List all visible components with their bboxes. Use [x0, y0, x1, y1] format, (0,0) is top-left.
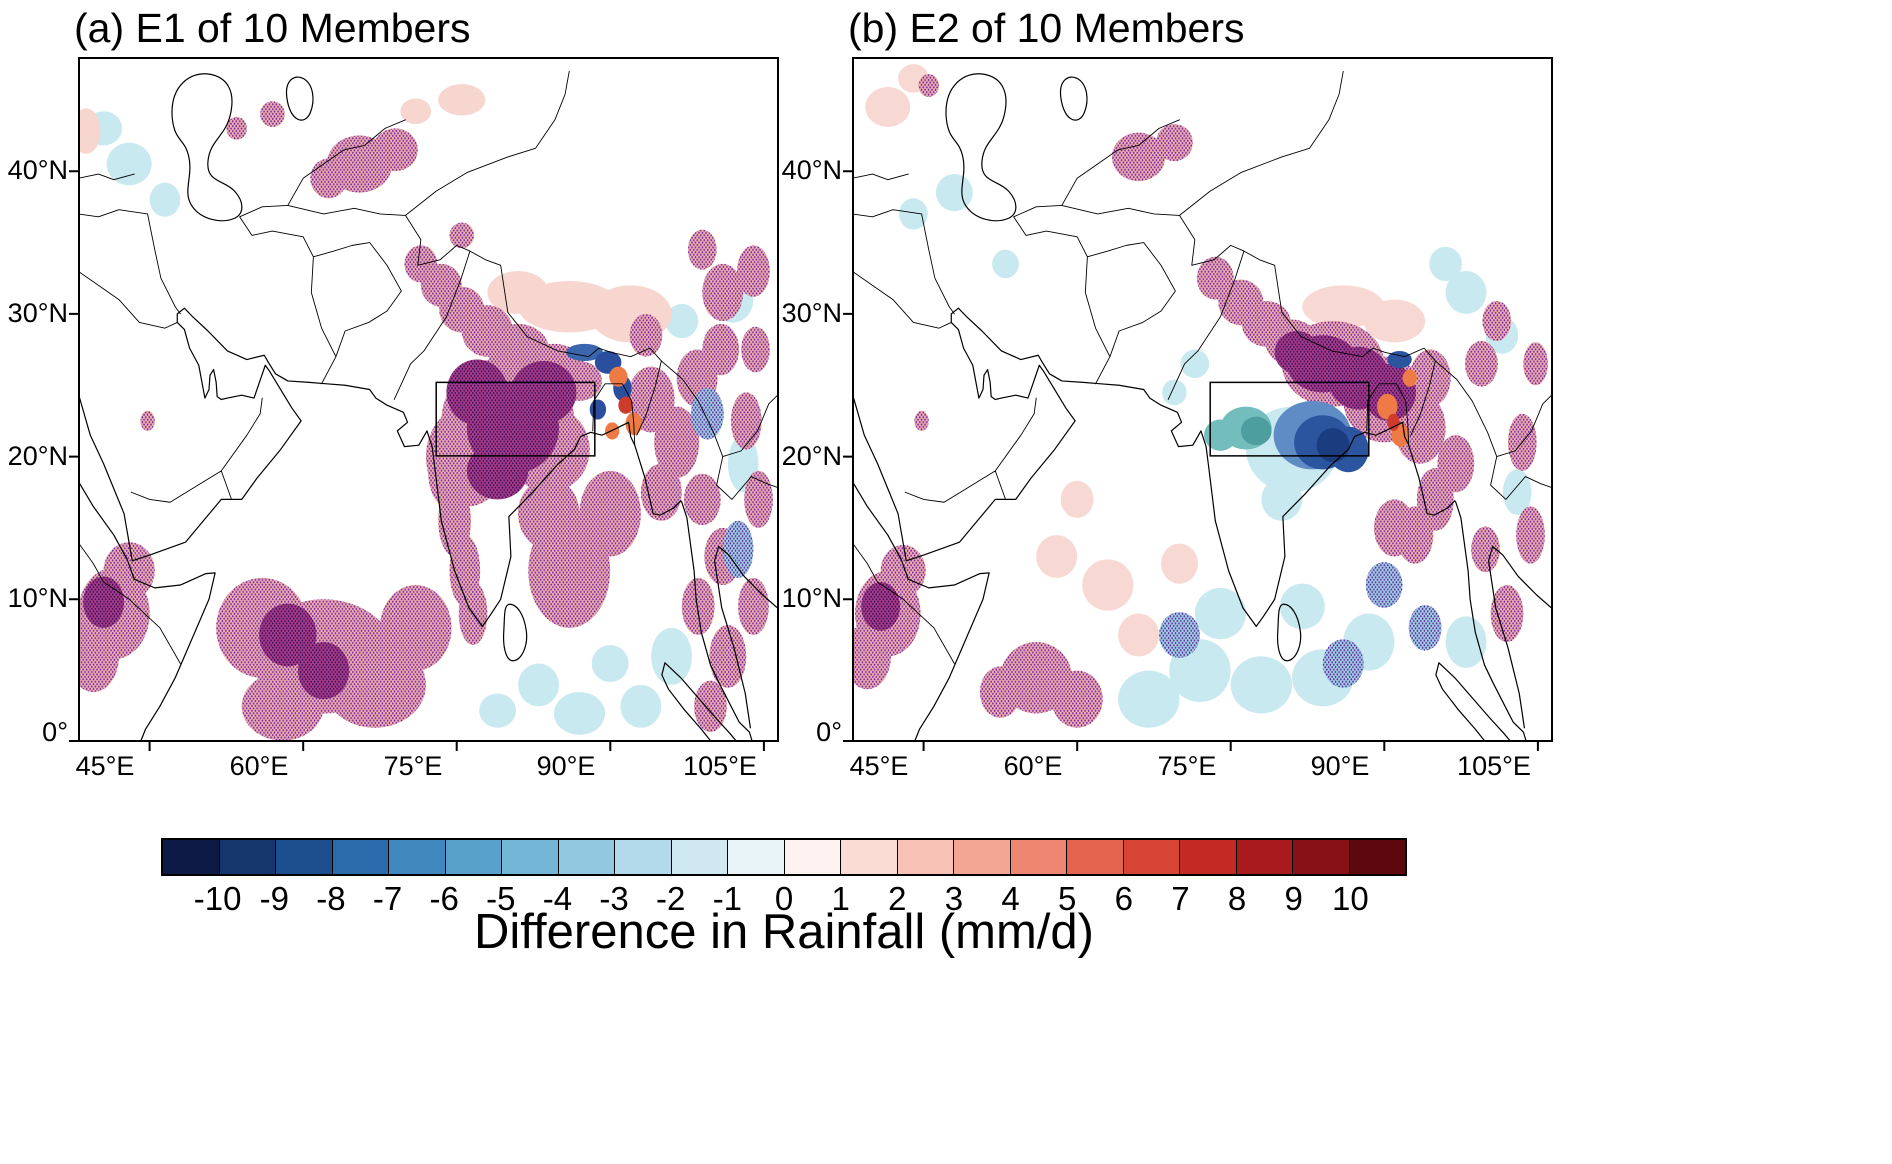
lon-tick-label: 90°E [1310, 751, 1370, 781]
lat-tick-label: 40°N [781, 155, 842, 185]
colorbar-tick-label: 5 [1057, 880, 1077, 917]
colorbar-tick-label: 4 [1001, 880, 1020, 917]
colorbar-tick-label: 8 [1227, 880, 1247, 917]
colorbar-cell [218, 840, 275, 874]
lat-tick-label: 40°N [7, 155, 68, 185]
colorbar-tick-label: -4 [542, 880, 573, 917]
colorbar-cell [388, 840, 445, 874]
lat-tick-label: 20°N [7, 441, 68, 471]
colorbar-cell [1348, 840, 1405, 874]
lon-tick-label: 45°E [75, 751, 135, 781]
colorbar-cell [1122, 840, 1179, 874]
anomaly-spot-layer [566, 343, 642, 440]
colorbar-tick-label: -10 [193, 880, 242, 917]
colorbar-tick-label: -9 [259, 880, 289, 917]
lat-tick-label: 0° [816, 717, 842, 747]
colorbar-tick-label: -3 [599, 880, 629, 917]
colorbar-cell [727, 840, 784, 874]
panel-b-title: (b) E2 of 10 Members [848, 5, 1245, 51]
colorbar-cell [163, 840, 219, 874]
colorbar-cell [1066, 840, 1123, 874]
colorbar-tick-label: 0 [774, 880, 794, 917]
map-frame [78, 57, 779, 742]
lat-tick-label: 30°N [7, 298, 68, 328]
colorbar-cell [501, 840, 558, 874]
colorbar-cell [1235, 840, 1292, 874]
coastline-layer [852, 71, 1553, 742]
lon-tick-label: 45°E [849, 751, 909, 781]
colorbar-tick-label: 7 [1171, 880, 1190, 917]
axis-ticks [843, 170, 1539, 751]
colorbar-cell [953, 840, 1010, 874]
anomaly-negative-stippled-layer [691, 388, 754, 578]
colorbar-cell [1009, 840, 1066, 874]
lat-tick-label: 30°N [781, 298, 842, 328]
lat-tick-label: 20°N [781, 441, 842, 471]
colorbar-cell [1179, 840, 1236, 874]
colorbar-cell [275, 840, 332, 874]
colorbar [161, 838, 1407, 876]
coastline-layer [852, 71, 1553, 742]
anomaly-spot-layer [1377, 369, 1417, 447]
lon-tick-label: 60°E [1003, 751, 1063, 781]
colorbar-tick-label: 1 [831, 880, 850, 917]
colorbar-tick-label: -5 [486, 880, 516, 917]
colorbar-title: Difference in Rainfall (mm/d) [474, 905, 1094, 959]
colorbar-cell [1292, 840, 1349, 874]
lon-tick-label: 105°E [1457, 751, 1531, 781]
lat-tick-label: 0° [42, 717, 68, 747]
colorbar-cell [614, 840, 671, 874]
anomaly-positive-weak-layer [865, 64, 1426, 657]
colorbar-tick-label: 3 [944, 880, 964, 917]
colorbar-tick-label: -6 [429, 880, 459, 917]
colorbar-ticks: -10 -9 -8 -7 -6 -5 -4 -3 -2 -1 0 1 2 3 4 5 6 7 8 9 10 [161, 880, 1407, 922]
colorbar-tick-label: 6 [1114, 880, 1133, 917]
lon-tick-label: 105°E [683, 751, 757, 781]
anomaly-negative-stippled-layer [1159, 562, 1442, 688]
lon-tick-label: 75°E [1157, 751, 1217, 781]
lon-tick-label: 90°E [536, 751, 596, 781]
colorbar-tick-label: -7 [372, 880, 403, 917]
colorbar-tick-label: -2 [656, 880, 686, 917]
colorbar-cell [557, 840, 614, 874]
colorbar-tick-label: -8 [316, 880, 346, 917]
colorbar-cell [331, 840, 388, 874]
colorbar-cell [670, 840, 727, 874]
colorbar-cell [783, 840, 840, 874]
map-frame [852, 57, 1553, 742]
colorbar-cell [896, 840, 953, 874]
coastline-layer [78, 71, 779, 742]
lat-tick-label: 10°N [7, 583, 68, 613]
colorbar-tick-label: -1 [712, 880, 743, 917]
lon-tick-label: 75°E [383, 751, 443, 781]
panel-a-title: (a) E1 of 10 Members [74, 5, 471, 51]
lon-tick-label: 60°E [229, 751, 289, 781]
colorbar-cell [444, 840, 501, 874]
anomaly-positive-core-layer [83, 359, 577, 700]
panel-a: (a) E1 of 10 Members 40°N 30°N 20°N 10°N… [8, 5, 779, 781]
analysis-box [1210, 382, 1369, 455]
colorbar-tick-label: 9 [1284, 880, 1303, 917]
colorbar-cell [840, 840, 897, 874]
axis-ticks [69, 170, 765, 751]
map-a-canvas [69, 57, 779, 751]
colorbar-tick-label: 2 [888, 880, 907, 917]
panel-b: (b) E2 of 10 Members 40°N 30°N 20°N 10°N… [782, 5, 1553, 781]
map-b-canvas [843, 57, 1553, 751]
colorbar-tick-label: 10 [1332, 880, 1369, 917]
analysis-box [436, 382, 595, 455]
lat-tick-label: 10°N [781, 583, 842, 613]
